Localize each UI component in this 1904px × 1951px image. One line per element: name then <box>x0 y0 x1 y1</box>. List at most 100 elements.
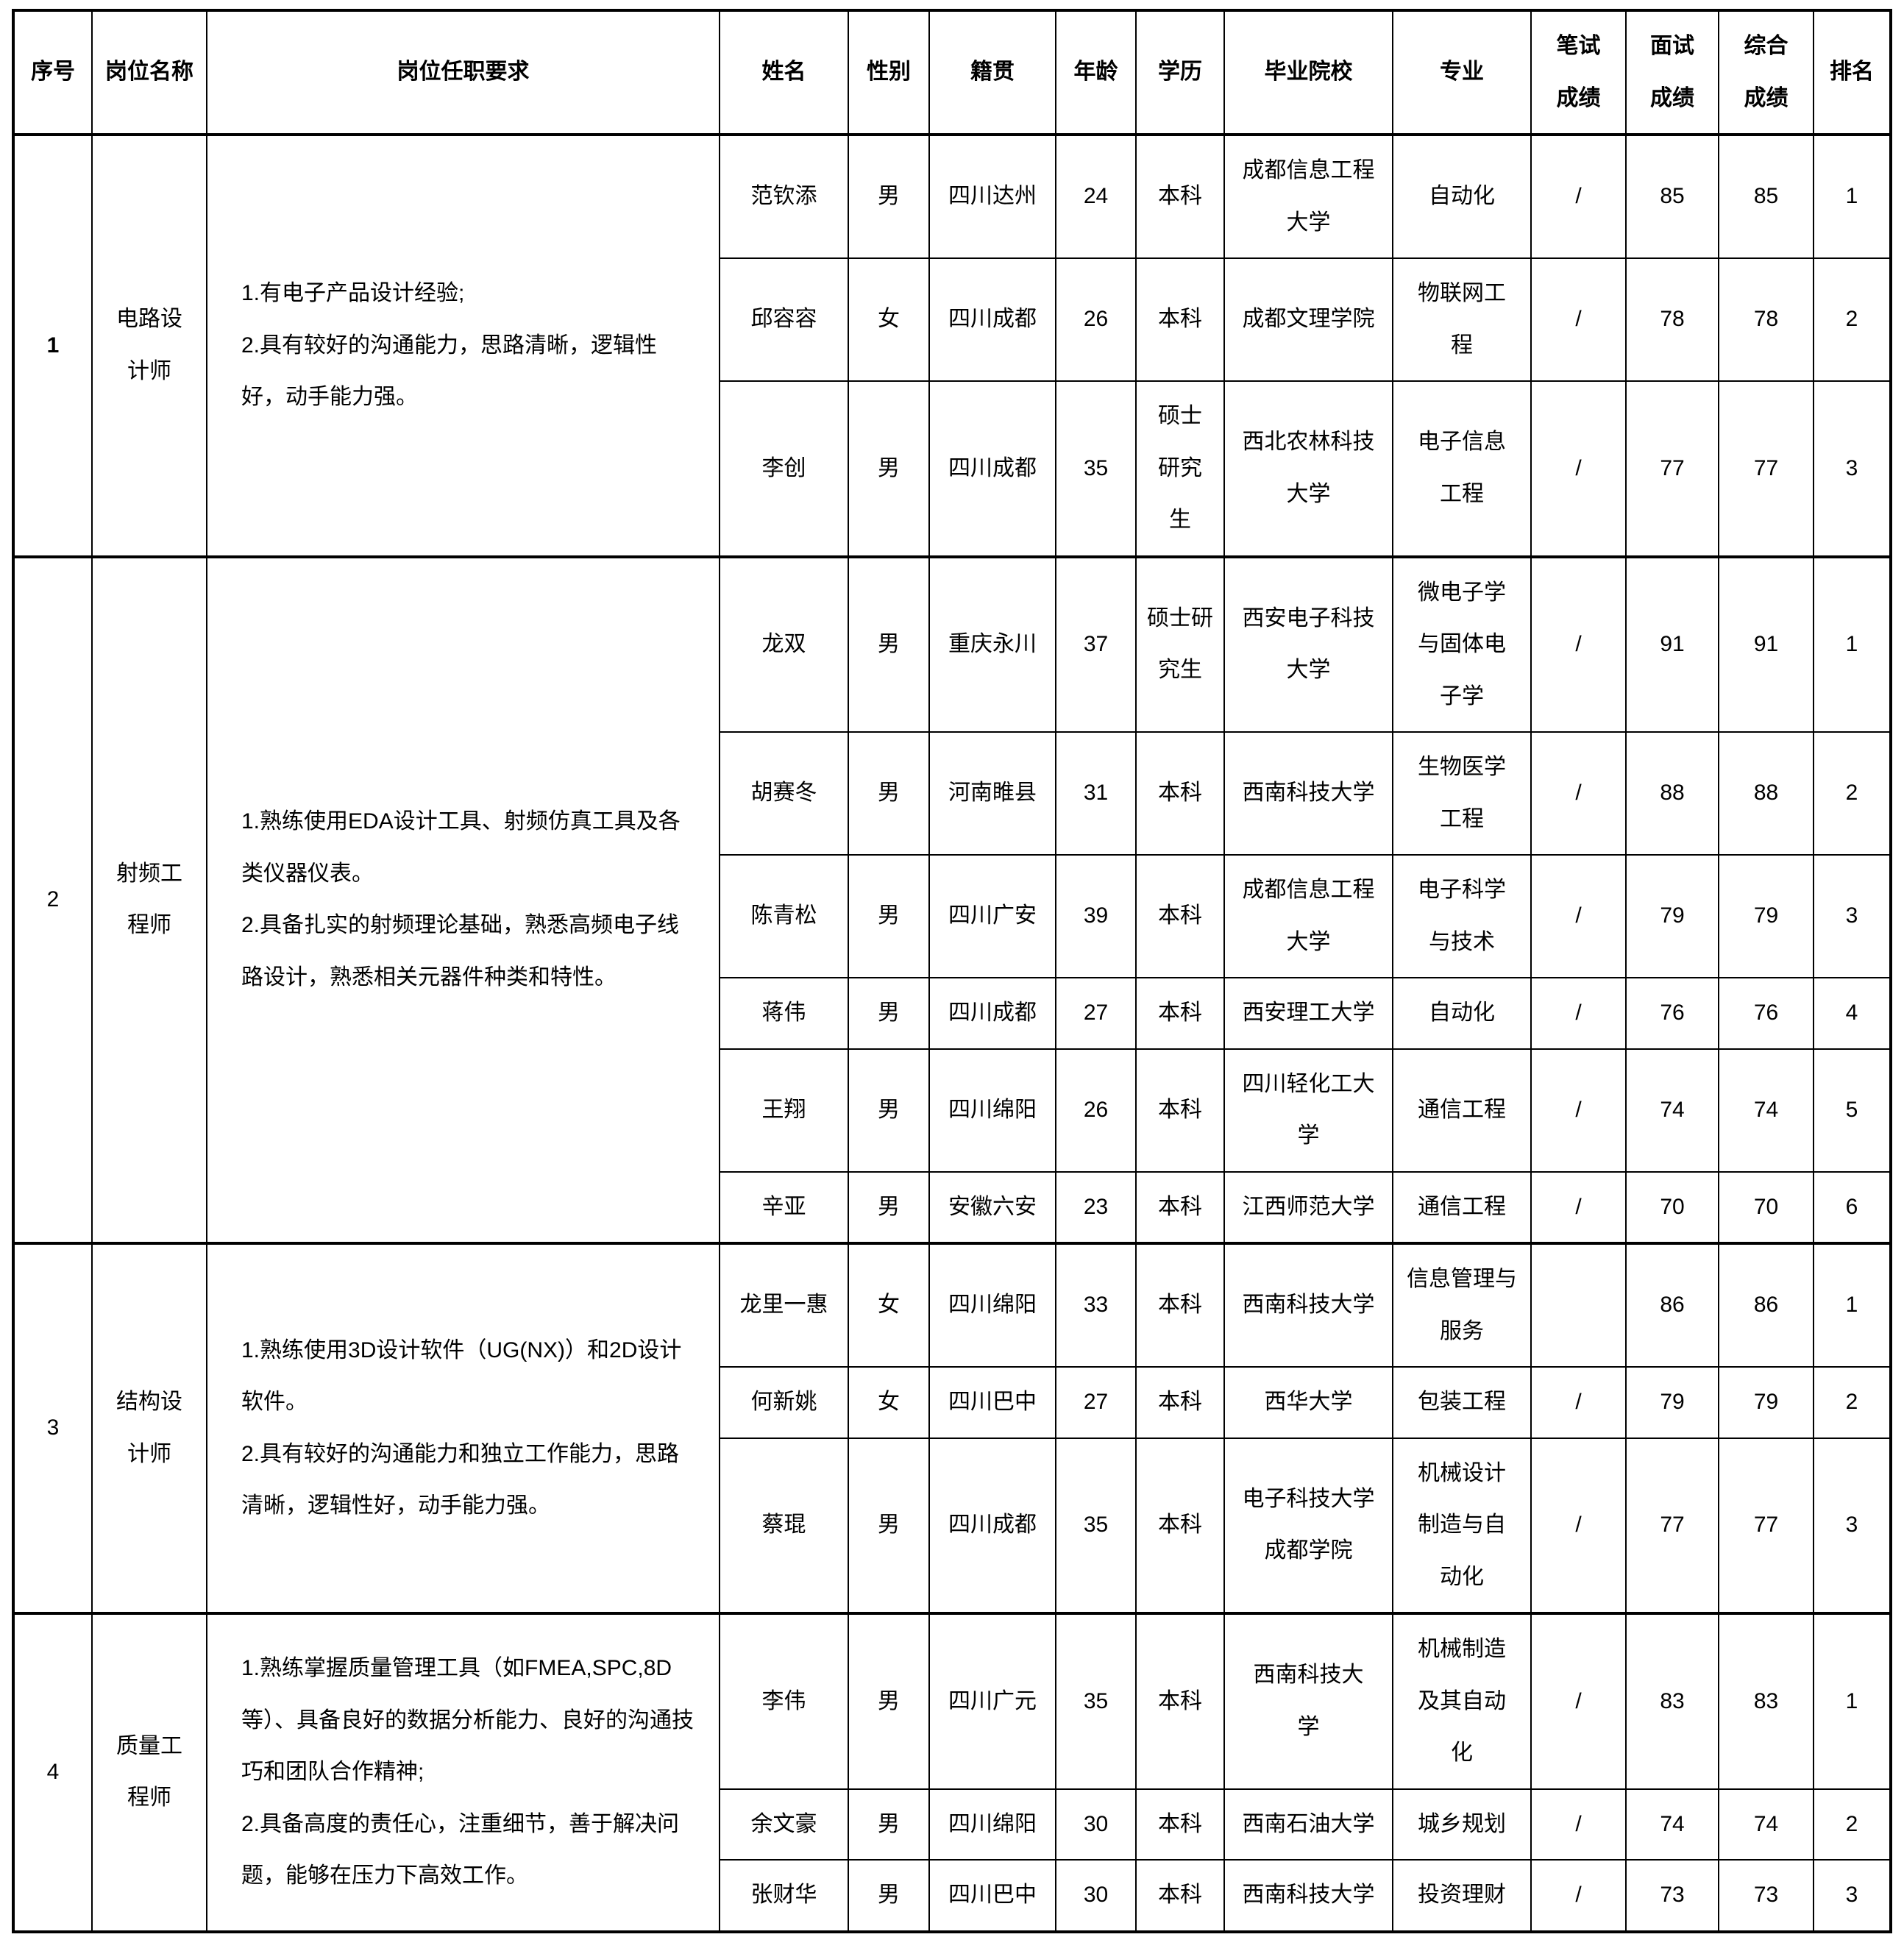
hometown-cell: 四川巴中 <box>928 1366 1056 1439</box>
overall-score-cell: 77 <box>1718 380 1814 558</box>
candidate-row: 胡赛冬男河南睢县 31 本科 西南科技大学 生物医学 工程/88 88 2 <box>13 731 1891 856</box>
school-cell: 成都信息工程 大学 <box>1223 854 1393 978</box>
name-cell: 蔡琨 <box>719 1437 849 1614</box>
position-name-cell: 结构设 计师 <box>91 1242 207 1614</box>
candidate-row: 何新姚女四川巴中 27 本科 西华大学 包装工程/79 79 2 <box>13 1366 1891 1439</box>
rank-cell: 2 <box>1813 257 1891 382</box>
interview-score-cell: 74 <box>1625 1788 1719 1861</box>
overall-score-cell: 73 <box>1718 1859 1814 1933</box>
school-cell: 西南科技大学 <box>1223 1242 1393 1368</box>
gender-cell: 男 <box>848 1612 930 1790</box>
age-cell: 24 <box>1055 133 1137 259</box>
rank-cell: 2 <box>1813 731 1891 856</box>
school-cell: 成都信息工程 大学 <box>1223 133 1393 259</box>
age-cell: 23 <box>1055 1170 1137 1244</box>
school-cell: 电子科技大学 成都学院 <box>1223 1437 1393 1614</box>
written-score-cell: / <box>1530 1788 1627 1861</box>
written-score-cell: / <box>1530 133 1627 259</box>
major-cell: 电子信息 工程 <box>1392 380 1532 558</box>
overall-score-cell: 79 <box>1718 1366 1814 1439</box>
major-cell: 自动化 <box>1392 977 1532 1050</box>
name-cell: 王翔 <box>719 1048 849 1173</box>
column-header-hometown: 籍贯 <box>928 10 1056 136</box>
gender-cell: 男 <box>848 731 930 856</box>
education-cell: 硕士 研究 生 <box>1135 380 1225 558</box>
column-header-written-score: 笔试 成绩 <box>1530 10 1627 136</box>
hometown-cell: 安徽六安 <box>928 1170 1056 1244</box>
candidate-row: 余文豪男四川绵阳 30 本科 西南石油大学 城乡规划/74 74 2 <box>13 1788 1891 1861</box>
name-cell: 龙双 <box>719 555 849 733</box>
education-cell: 本科 <box>1135 854 1225 978</box>
overall-score-cell: 86 <box>1718 1242 1814 1368</box>
interview-score-cell: 83 <box>1625 1612 1719 1790</box>
written-score-cell: / <box>1530 555 1627 733</box>
age-cell: 27 <box>1055 977 1137 1050</box>
name-cell: 张财华 <box>719 1859 849 1933</box>
column-header-interview-score: 面试 成绩 <box>1625 10 1719 136</box>
column-header-school: 毕业院校 <box>1223 10 1393 136</box>
school-cell: 四川轻化工大 学 <box>1223 1048 1393 1173</box>
header-row: 序号 岗位名称 岗位任职要求 姓名 性别 籍贯 年龄 学历 毕业院校 专业 笔试 成绩 面试 成绩 综合… <box>13 10 1891 136</box>
hometown-cell: 四川广安 <box>928 854 1056 978</box>
interview-score-cell: 91 <box>1625 555 1719 733</box>
overall-score-cell: 70 <box>1718 1170 1814 1244</box>
rank-cell: 1 <box>1813 1242 1891 1368</box>
column-header-rank: 排名 <box>1813 10 1891 136</box>
interview-score-cell: 78 <box>1625 257 1719 382</box>
rank-cell: 2 <box>1813 1366 1891 1439</box>
education-cell: 本科 <box>1135 1242 1225 1368</box>
school-cell: 西北农林科技 大学 <box>1223 380 1393 558</box>
rank-cell: 1 <box>1813 555 1891 733</box>
rank-cell: 3 <box>1813 380 1891 558</box>
written-score-cell: / <box>1530 731 1627 856</box>
school-cell: 西南科技大 学 <box>1223 1612 1393 1790</box>
hometown-cell: 四川绵阳 <box>928 1048 1056 1173</box>
interview-score-cell: 88 <box>1625 731 1719 856</box>
candidate-row: 邱容容女四川成都 26 本科 成都文理学院 物联网工 程/78 78 2 <box>13 257 1891 382</box>
school-cell: 西南科技大学 <box>1223 731 1393 856</box>
education-cell: 本科 <box>1135 977 1225 1050</box>
written-score-cell: / <box>1530 977 1627 1050</box>
age-cell: 39 <box>1055 854 1137 978</box>
interview-score-cell: 86 <box>1625 1242 1719 1368</box>
gender-cell: 男 <box>848 1437 930 1614</box>
education-cell: 本科 <box>1135 1859 1225 1933</box>
education-cell: 本科 <box>1135 1170 1225 1244</box>
major-cell: 通信工程 <box>1392 1048 1532 1173</box>
major-cell: 信息管理与 服务 <box>1392 1242 1532 1368</box>
name-cell: 李创 <box>719 380 849 558</box>
education-cell: 本科 <box>1135 1048 1225 1173</box>
major-cell: 通信工程 <box>1392 1170 1532 1244</box>
written-score-cell: / <box>1530 854 1627 978</box>
rank-cell: 1 <box>1813 133 1891 259</box>
interview-score-cell: 79 <box>1625 1366 1719 1439</box>
school-cell: 西华大学 <box>1223 1366 1393 1439</box>
written-score-cell: / <box>1530 380 1627 558</box>
school-cell: 西安电子科技 大学 <box>1223 555 1393 733</box>
school-cell: 西南石油大学 <box>1223 1788 1393 1861</box>
gender-cell: 男 <box>848 1048 930 1173</box>
major-cell: 机械设计 制造与自 动化 <box>1392 1437 1532 1614</box>
written-score-cell: / <box>1530 1437 1627 1614</box>
rank-cell: 6 <box>1813 1170 1891 1244</box>
candidate-row: 张财华男四川巴中 30 本科 西南科技大学 投资理财/73 73 3 <box>13 1859 1891 1933</box>
gender-cell: 男 <box>848 854 930 978</box>
hometown-cell: 四川成都 <box>928 1437 1056 1614</box>
age-cell: 31 <box>1055 731 1137 856</box>
overall-score-cell: 91 <box>1718 555 1814 733</box>
hometown-cell: 四川成都 <box>928 977 1056 1050</box>
age-cell: 35 <box>1055 1612 1137 1790</box>
age-cell: 35 <box>1055 380 1137 558</box>
column-header-position: 岗位名称 <box>91 10 207 136</box>
column-header-no: 序号 <box>13 10 93 136</box>
education-cell: 本科 <box>1135 1437 1225 1614</box>
group-number-cell: 1 <box>13 133 93 558</box>
hometown-cell: 河南睢县 <box>928 731 1056 856</box>
written-score-cell: / <box>1530 257 1627 382</box>
overall-score-cell: 77 <box>1718 1437 1814 1614</box>
rank-cell: 3 <box>1813 1859 1891 1933</box>
overall-score-cell: 79 <box>1718 854 1814 978</box>
rank-cell: 3 <box>1813 854 1891 978</box>
candidate-row: 陈青松男四川广安 39 本科 成都信息工程 大学 电子科学 与技术/79 79 3 <box>13 854 1891 978</box>
major-cell: 电子科学 与技术 <box>1392 854 1532 978</box>
